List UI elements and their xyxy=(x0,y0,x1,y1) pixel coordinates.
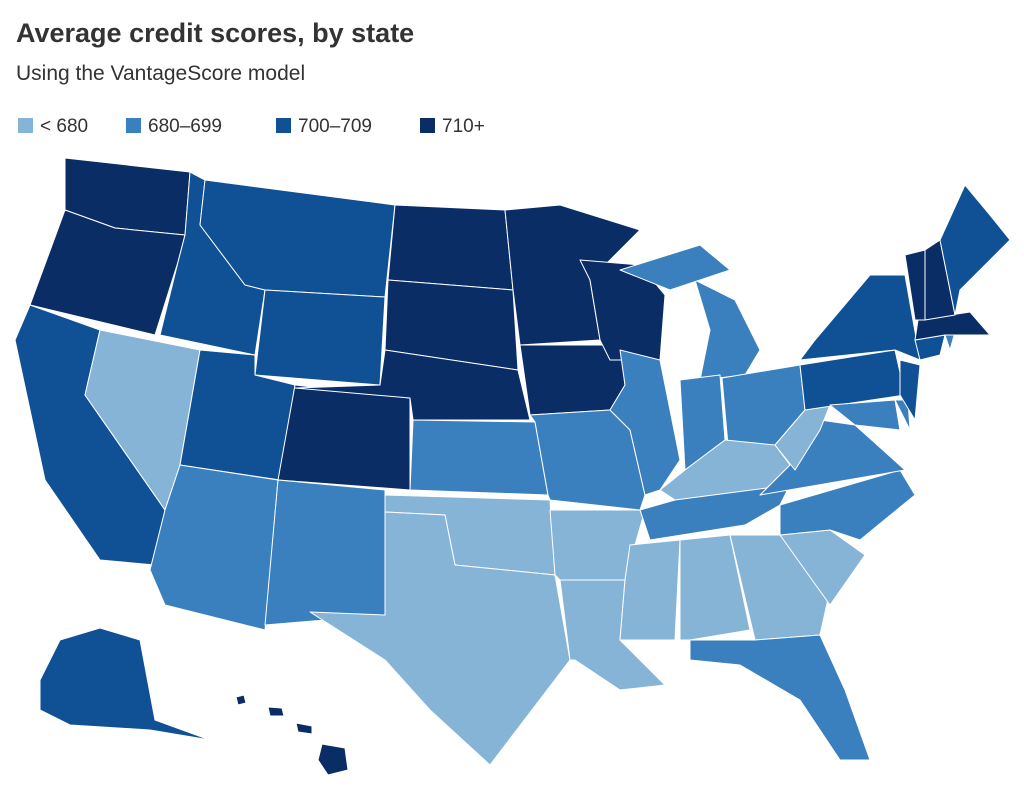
map-subtitle: Using the VantageScore model xyxy=(16,62,305,85)
state xyxy=(294,349,531,421)
state xyxy=(277,384,411,491)
legend-swatch xyxy=(276,118,291,133)
state xyxy=(39,627,211,741)
states xyxy=(14,157,1011,776)
legend-swatch xyxy=(126,118,141,133)
state xyxy=(729,534,831,641)
state xyxy=(939,184,1011,316)
legend-label: < 680 xyxy=(40,116,88,137)
state xyxy=(894,399,911,431)
state xyxy=(264,479,386,626)
state xyxy=(309,511,571,766)
legend-swatch xyxy=(420,118,435,133)
state xyxy=(679,534,751,641)
state xyxy=(899,359,921,421)
state xyxy=(254,289,386,386)
state xyxy=(619,539,681,641)
state xyxy=(689,634,871,761)
legend-label: 680–699 xyxy=(148,116,222,137)
state xyxy=(317,743,349,776)
state xyxy=(609,349,681,496)
state xyxy=(799,274,921,361)
state xyxy=(409,419,549,496)
state xyxy=(774,404,831,471)
state xyxy=(295,722,313,735)
state xyxy=(759,419,906,496)
map-title: Average credit scores, by state xyxy=(16,18,414,48)
state xyxy=(829,399,901,431)
legend-label: 710+ xyxy=(442,116,485,137)
legend-swatch xyxy=(18,118,33,133)
state xyxy=(694,279,761,381)
state xyxy=(235,694,247,706)
legend: < 680 680–699 700–709 710+ xyxy=(18,116,485,137)
state xyxy=(619,244,731,291)
state xyxy=(387,204,514,291)
state xyxy=(267,706,285,717)
legend-label: 700–709 xyxy=(298,116,372,137)
